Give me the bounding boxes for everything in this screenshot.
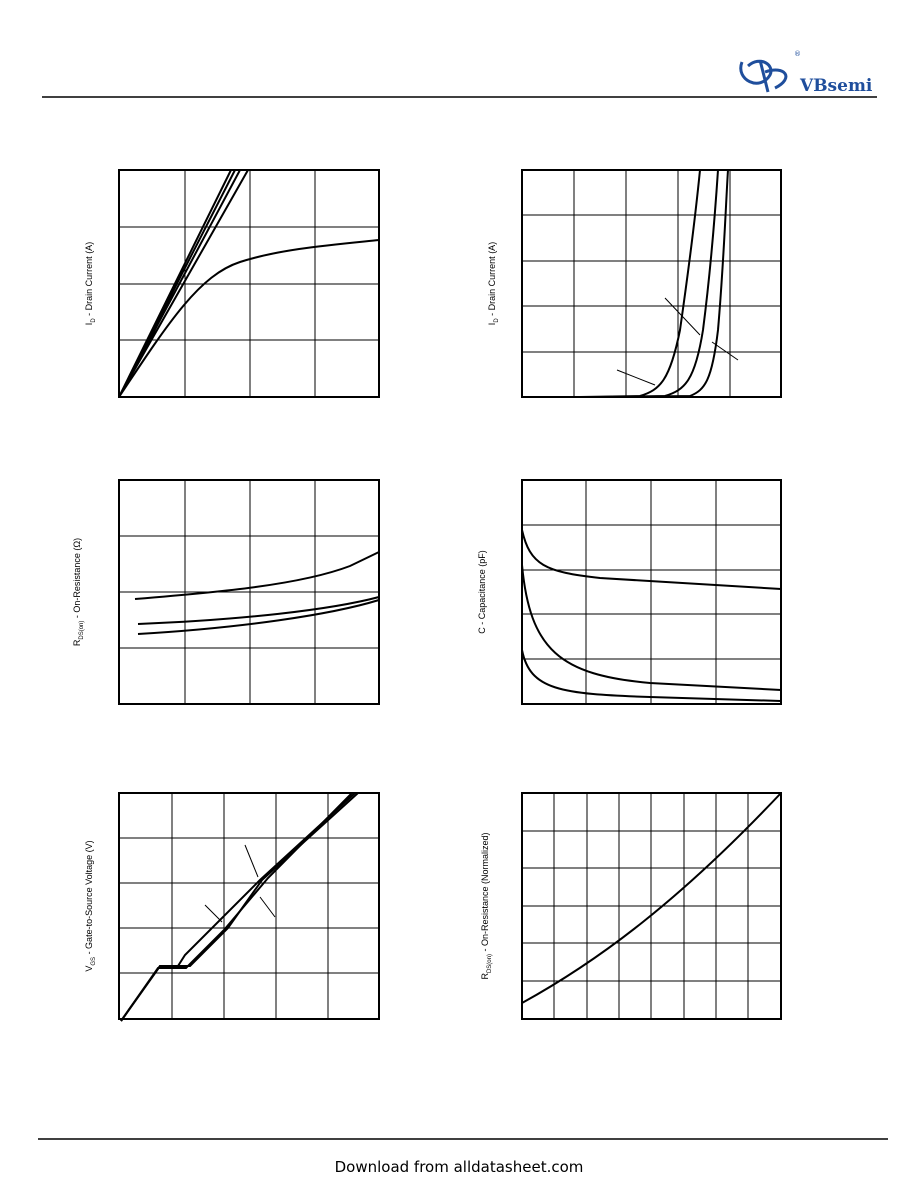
label-rest: - On-Resistance (Normalized): [480, 832, 490, 954]
label-rest: - Capacitance (pF): [477, 550, 487, 627]
curve: [118, 239, 380, 398]
logo-icon: [739, 59, 788, 93]
curve: [137, 596, 380, 625]
plot-frame: [521, 479, 782, 705]
plot-frame: [118, 479, 380, 705]
label-main: R: [480, 973, 490, 980]
label-rest: - Drain Current (A): [487, 242, 497, 319]
label-sub: D: [494, 318, 500, 323]
plot-frame: [521, 792, 782, 1020]
label-main: V: [84, 966, 94, 972]
y-axis-label: RDS(on) - On-Resistance (Normalized): [480, 832, 493, 979]
curves: [118, 169, 782, 1022]
plot-frame: [118, 169, 380, 398]
logo: ® VBsemi: [739, 50, 873, 96]
axis-labels: ID - Drain Current (A)ID - Drain Current…: [72, 242, 500, 980]
y-axis-label: C - Capacitance (pF): [477, 550, 487, 634]
label-main: I: [487, 323, 497, 326]
label-sub: DS(on): [487, 954, 493, 973]
logo-mark: ®: [794, 50, 801, 58]
label-main: I: [84, 323, 94, 326]
y-axis-label: VGS - Gate-to-Source Voltage (V): [84, 840, 97, 971]
label-sub: D: [91, 318, 97, 323]
plot-frame: [521, 169, 782, 398]
curve: [521, 564, 782, 691]
curve: [134, 551, 380, 600]
label-sub: DS(on): [79, 621, 85, 640]
arrow: [616, 297, 739, 386]
curve: [120, 792, 353, 1022]
logo-text: VBsemi: [799, 76, 873, 96]
curve: [521, 649, 782, 702]
curve: [579, 169, 701, 398]
y-axis-label: ID - Drain Current (A): [487, 242, 500, 325]
grids: [118, 169, 782, 1020]
curve: [137, 599, 380, 635]
label-sub: GS: [91, 957, 97, 966]
curve: [521, 792, 782, 1004]
curve: [619, 169, 729, 398]
curve: [521, 529, 782, 590]
label-main: C: [477, 627, 487, 634]
label-rest: - On-Resistance (Ω): [72, 538, 82, 621]
label-rest: - Gate-to-Source Voltage (V): [84, 840, 94, 957]
label-main: R: [72, 639, 82, 646]
y-axis-label: RDS(on) - On-Resistance (Ω): [72, 538, 85, 646]
curve: [120, 792, 359, 1022]
curve: [599, 169, 719, 398]
label-rest: - Drain Current (A): [84, 242, 94, 319]
curve: [118, 169, 249, 398]
arrow: [204, 844, 276, 923]
y-axis-label: ID - Drain Current (A): [84, 242, 97, 325]
footer-text: Download from alldatasheet.com: [335, 1158, 584, 1176]
plot-frame: [118, 792, 380, 1020]
